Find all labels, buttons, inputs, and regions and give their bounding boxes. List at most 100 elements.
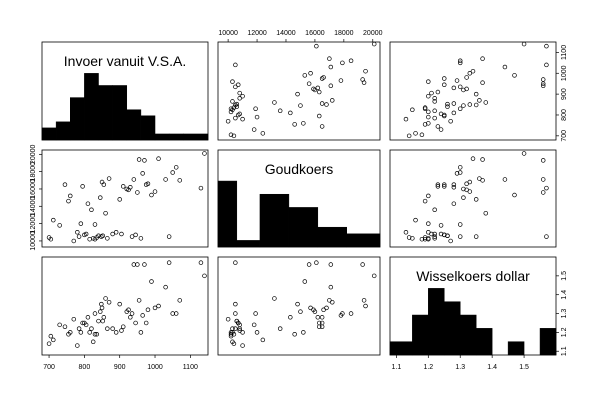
scatter-point-1-0-21 — [96, 233, 101, 238]
scatter-point-1-2-46 — [442, 182, 447, 187]
scatter-point-1-2-18 — [457, 222, 463, 227]
scatter-point-2-0-14 — [85, 315, 91, 320]
scatter-point-1-2-42 — [480, 157, 485, 162]
scatter-point-0-2-45 — [540, 77, 546, 82]
scatter-point-0-1-39 — [328, 83, 334, 89]
scatter-point-2-1-8 — [240, 343, 245, 348]
scatter-point-1-0-32 — [117, 197, 122, 202]
scatter-point-2-1-41 — [306, 262, 312, 267]
panel-frame-2-1 — [217, 256, 381, 356]
y-tick-label-1-1: 12000 — [30, 214, 37, 234]
y-tick-label-1-2: 14000 — [30, 196, 37, 216]
scatter-point-1-2-5 — [422, 198, 428, 204]
histogram-bar-1-1 — [236, 240, 261, 248]
scatter-point-0-2-49 — [467, 71, 473, 76]
scatter-point-0-1-34 — [317, 89, 322, 95]
scatter-point-2-0-26 — [101, 315, 107, 320]
scatter-point-0-2-1 — [419, 132, 425, 138]
scatter-point-1-2-56 — [544, 185, 549, 191]
y-tick-label-1-4: 18000 — [30, 162, 37, 182]
scatter-point-0-2-51 — [502, 64, 508, 70]
scatter-point-2-0-54 — [173, 311, 179, 316]
y-tick-label-2-0: 1.1 — [561, 346, 568, 356]
scatter-point-1-0-56 — [198, 185, 204, 191]
scatter-point-1-2-20 — [422, 235, 428, 240]
scatter-point-1-2-39 — [540, 177, 546, 182]
scatter-point-2-0-18 — [92, 311, 98, 316]
scatter-point-2-1-17 — [230, 339, 235, 345]
scatter-point-2-1-26 — [319, 315, 325, 320]
histogram-bar-2-4 — [459, 314, 477, 356]
scatter-point-1-2-50 — [470, 156, 476, 161]
scatter-point-1-2-0 — [406, 235, 412, 240]
scatter-point-2-0-52 — [166, 260, 172, 265]
scatter-point-1-2-11 — [442, 184, 447, 189]
scatter-point-0-1-29 — [330, 98, 335, 103]
scatter-point-1-2-51 — [502, 177, 508, 182]
scatter-point-2-1-40 — [236, 320, 241, 326]
scatter-point-1-2-38 — [457, 234, 463, 239]
scatter-point-1-2-9 — [432, 234, 437, 239]
scatter-point-1-0-10 — [78, 221, 84, 226]
scatter-point-2-1-6 — [301, 330, 306, 335]
histogram-bar-0-9 — [168, 133, 184, 141]
scatter-point-0-2-54 — [457, 58, 463, 64]
scatter-point-0-2-25 — [445, 101, 450, 107]
x-tick-label-2-0: 1.1 — [392, 364, 402, 371]
scatter-point-0-2-6 — [426, 121, 431, 126]
histogram-bar-1-5 — [346, 233, 381, 248]
scatter-point-2-0-56 — [198, 260, 204, 265]
scatter-point-0-2-0 — [406, 133, 412, 139]
scatter-point-2-0-0 — [46, 341, 52, 346]
scatter-point-2-1-5 — [292, 332, 297, 337]
y-tick-label-1-0: 10000 — [30, 231, 37, 251]
scatter-point-2-1-2 — [260, 337, 266, 343]
scatter-point-0-2-24 — [467, 102, 473, 107]
scatter-point-2-0-17 — [90, 339, 96, 345]
scatter-point-0-2-15 — [426, 109, 431, 115]
scatter-point-0-2-23 — [473, 102, 479, 108]
scatter-point-1-2-17 — [410, 236, 415, 241]
scatter-point-2-1-33 — [237, 328, 242, 333]
scatter-point-1-2-37 — [451, 184, 457, 190]
scatter-point-0-2-22 — [461, 103, 466, 108]
scatter-point-0-1-54 — [348, 58, 354, 64]
scatter-point-1-0-6 — [68, 193, 73, 199]
scatter-point-1-2-4 — [435, 182, 441, 187]
scatter-point-0-1-3 — [251, 127, 257, 132]
x-tick-label-0-1: 800 — [79, 364, 91, 371]
scatter-point-1-0-42 — [136, 157, 142, 162]
scatter-point-1-0-9 — [76, 234, 82, 239]
scatter-point-0-2-39 — [540, 83, 546, 89]
scatter-point-0-2-53 — [457, 60, 463, 66]
scatter-point-2-0-19 — [92, 332, 98, 337]
histogram-bar-2-9 — [539, 328, 557, 356]
scatter-point-2-0-25 — [100, 318, 105, 324]
scatter-point-2-1-48 — [302, 279, 308, 284]
scatter-point-0-2-17 — [410, 107, 415, 113]
scatter-point-0-1-9 — [233, 115, 238, 121]
scatter-point-2-1-51 — [328, 284, 334, 290]
scatter-point-2-1-10 — [254, 330, 260, 335]
scatter-point-1-0-4 — [62, 182, 68, 187]
histogram-bar-0-2 — [70, 97, 85, 141]
y-tick-label-0-3: 1000 — [561, 65, 568, 81]
scatter-point-2-0-6 — [68, 330, 73, 335]
scatter-point-2-0-9 — [76, 326, 82, 331]
scatter-point-0-2-47 — [464, 75, 469, 80]
histogram-bar-2-0 — [389, 341, 413, 356]
scatter-point-1-2-53 — [457, 170, 463, 175]
scatter-point-0-1-27 — [272, 100, 277, 105]
panel-frame-1-2 — [389, 149, 557, 248]
scatter-point-0-1-4 — [319, 124, 325, 129]
scatter-point-2-1-37 — [315, 315, 321, 320]
scatter-point-2-0-32 — [117, 301, 122, 307]
scatter-point-0-1-6 — [301, 121, 306, 126]
scatter-point-2-1-56 — [314, 260, 319, 265]
scatter-point-2-0-28 — [105, 326, 110, 331]
scatter-point-2-0-36 — [126, 307, 131, 313]
scatter-point-2-1-30 — [237, 326, 242, 331]
scatter-point-0-1-43 — [230, 79, 235, 84]
histogram-bar-2-1 — [412, 314, 429, 356]
scatter-point-1-2-52 — [544, 234, 549, 239]
